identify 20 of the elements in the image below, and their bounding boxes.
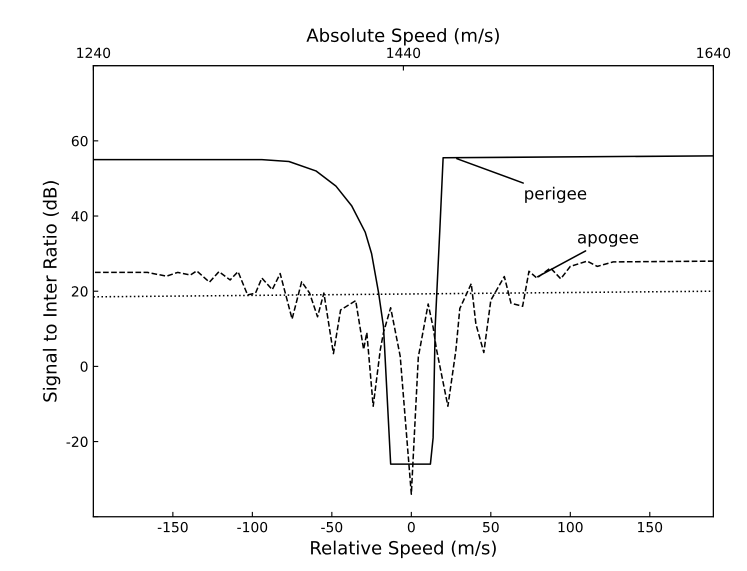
annotation: perigee	[525, 186, 586, 203]
y-tick-label: 40	[72, 210, 88, 222]
x-tick-label: -100	[237, 522, 268, 532]
y-tick-label: 60	[72, 136, 88, 146]
y-tick-label: -20	[66, 436, 88, 448]
x2-tick-label: 1440	[387, 48, 420, 58]
x-axis-title: Relative Speed (m/s)	[311, 540, 496, 558]
x-tick-label: -50	[321, 522, 342, 532]
x2-tick-label: 1240	[77, 48, 110, 58]
y-tick-label: 20	[72, 286, 88, 297]
x-tick-label: 150	[638, 522, 662, 532]
y-axis-title: Signal to Inter Ratio (dB)	[42, 181, 60, 402]
x-tick-label: 50	[483, 522, 499, 532]
x2-tick-label: 1640	[697, 48, 730, 58]
annotation: apogee	[578, 234, 638, 247]
x2-axis-title: Absolute Speed (m/s)	[306, 28, 499, 46]
x-tick-label: 100	[558, 522, 583, 532]
x-tick-label: 0	[408, 522, 415, 532]
y-tick-label: 0	[80, 361, 88, 372]
x-tick-label: -150	[158, 522, 188, 532]
